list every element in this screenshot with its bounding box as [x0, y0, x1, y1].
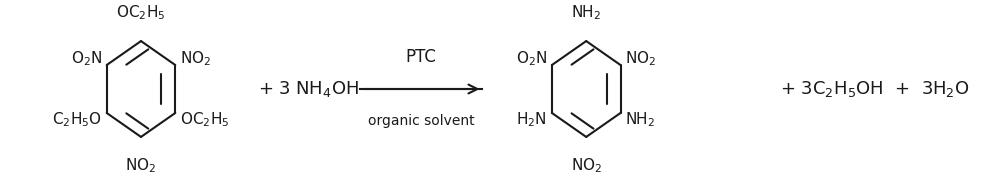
Text: OC$_2$H$_5$: OC$_2$H$_5$ [116, 3, 166, 22]
Text: NO$_2$: NO$_2$ [180, 49, 211, 68]
Text: NO$_2$: NO$_2$ [571, 156, 602, 175]
Text: + 3C$_2$H$_5$OH  +  3H$_2$O: + 3C$_2$H$_5$OH + 3H$_2$O [780, 79, 969, 99]
Text: NO$_2$: NO$_2$ [125, 156, 157, 175]
Text: NO$_2$: NO$_2$ [625, 49, 656, 68]
Text: PTC: PTC [406, 48, 437, 66]
Text: NH$_2$: NH$_2$ [625, 110, 655, 129]
Text: O$_2$N: O$_2$N [71, 49, 102, 68]
Text: NH$_2$: NH$_2$ [571, 3, 601, 22]
Text: C$_2$H$_5$O: C$_2$H$_5$O [52, 110, 102, 129]
Text: OC$_2$H$_5$: OC$_2$H$_5$ [180, 110, 229, 129]
Text: organic solvent: organic solvent [368, 114, 474, 128]
Text: + 3 NH$_4$OH: + 3 NH$_4$OH [258, 79, 359, 99]
Text: H$_2$N: H$_2$N [516, 110, 547, 129]
Text: O$_2$N: O$_2$N [516, 49, 547, 68]
